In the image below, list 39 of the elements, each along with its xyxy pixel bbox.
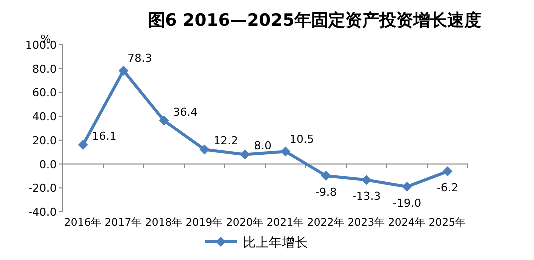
data-label: 78.3 xyxy=(128,52,152,65)
data-label: 16.1 xyxy=(92,130,117,144)
point xyxy=(362,175,372,186)
data-label: -9.8 xyxy=(316,186,337,199)
point xyxy=(280,146,291,157)
x-tick-label: 2024年 xyxy=(388,217,426,229)
x-tick-label: 2017年 xyxy=(104,217,143,229)
point xyxy=(159,116,170,126)
x-tick-label: 2018年 xyxy=(145,217,184,229)
data-label: -13.3 xyxy=(352,190,381,204)
y-tick-label: -20.0 xyxy=(28,182,57,196)
data-label: 10.5 xyxy=(290,132,314,146)
chart-title: 图6 2016—2025年固定资产投资增长速度 xyxy=(148,11,482,31)
point xyxy=(442,166,453,177)
y-tick-label: 80.0 xyxy=(32,62,57,76)
point xyxy=(321,170,332,181)
y-tick-label: -40.0 xyxy=(28,206,57,219)
x-tick-label: 2022年 xyxy=(307,217,346,229)
point xyxy=(402,182,412,192)
y-tick-label: 40.0 xyxy=(32,110,57,124)
x-tick-label: 2023年 xyxy=(348,217,386,229)
legend-label: 比上年增长 xyxy=(243,236,308,251)
data-label: 8.0 xyxy=(254,140,272,153)
point xyxy=(78,140,88,150)
data-label: 12.2 xyxy=(214,134,238,148)
data-label: 36.4 xyxy=(173,106,198,119)
y-tick-label: 60.0 xyxy=(32,86,57,100)
y-tick-label: 20.0 xyxy=(32,134,57,148)
point xyxy=(200,144,210,155)
data-label: -19.0 xyxy=(393,196,422,210)
x-tick-label: 2020年 xyxy=(226,217,264,229)
point xyxy=(118,66,129,76)
x-tick-label: 2025年 xyxy=(428,217,467,229)
data-label: -6.2 xyxy=(437,182,458,195)
y-tick-label: 0.0 xyxy=(40,158,57,172)
x-tick-label: 2016年 xyxy=(64,217,102,229)
x-tick-label: 2019年 xyxy=(186,217,224,229)
point xyxy=(240,150,250,160)
x-tick-label: 2021年 xyxy=(266,217,305,229)
